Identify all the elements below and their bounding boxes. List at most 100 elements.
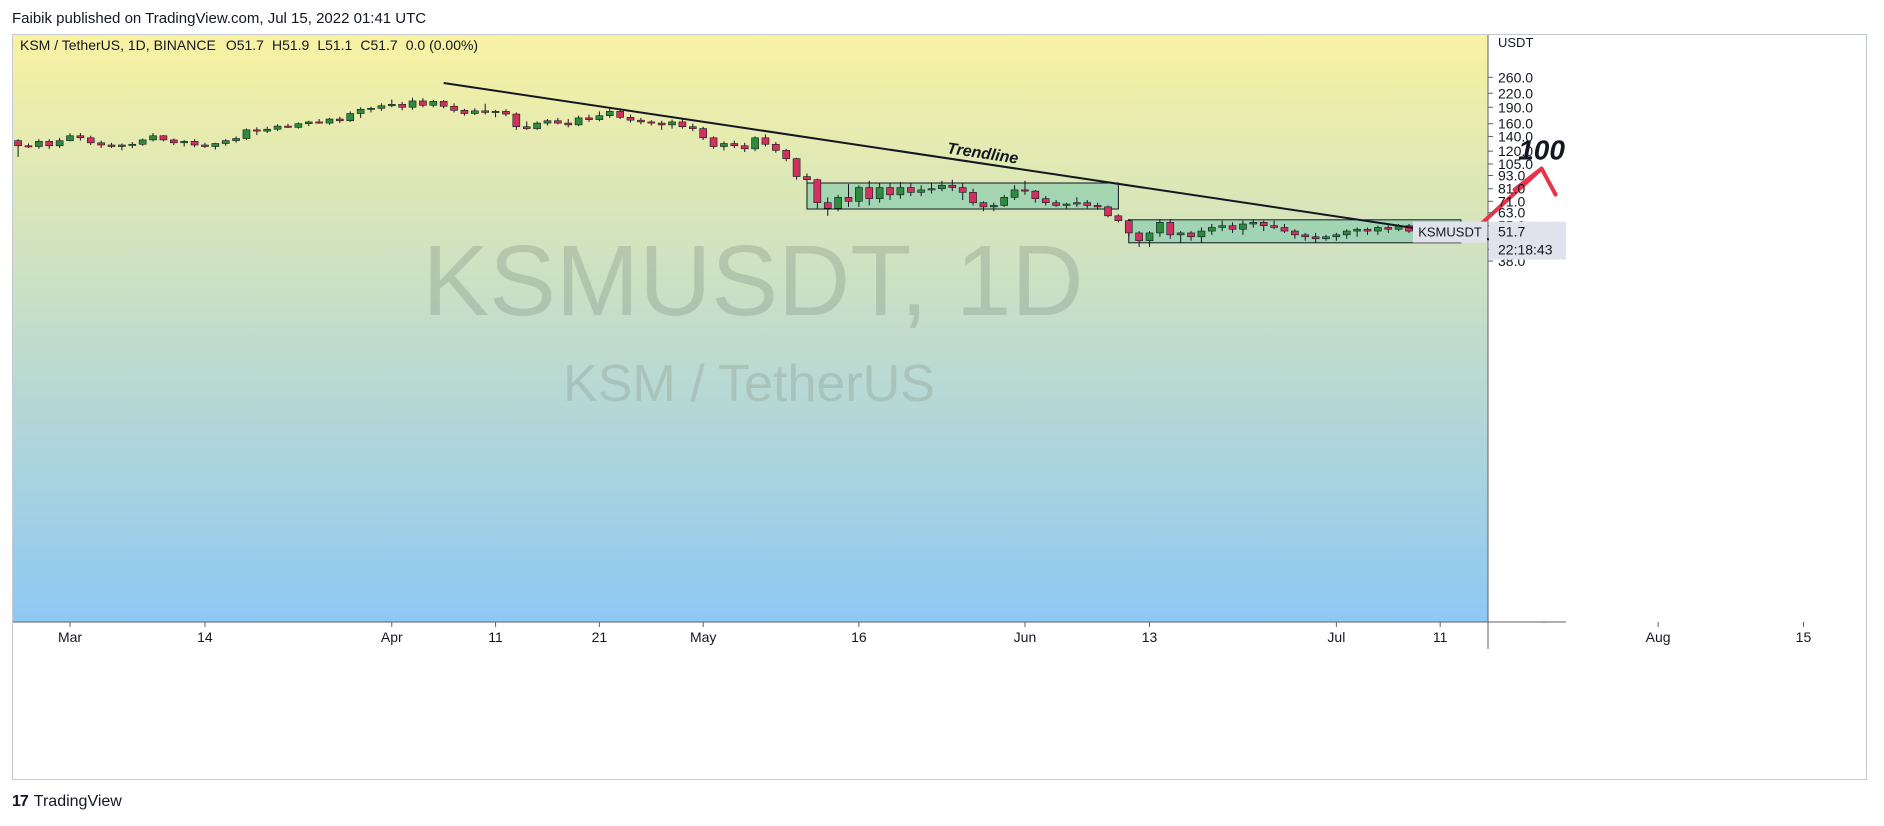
candle[interactable] <box>823 197 832 216</box>
candle[interactable] <box>1363 227 1372 235</box>
candle[interactable] <box>35 139 43 149</box>
candle[interactable] <box>86 135 95 146</box>
candle[interactable] <box>1000 194 1009 207</box>
candle[interactable] <box>180 139 188 147</box>
candle[interactable] <box>917 185 925 197</box>
candle[interactable] <box>481 103 490 115</box>
candle[interactable] <box>242 128 251 140</box>
candle[interactable] <box>626 114 635 123</box>
candle[interactable] <box>554 117 562 125</box>
candle[interactable] <box>1073 197 1081 207</box>
candle[interactable] <box>1031 189 1040 203</box>
candle[interactable] <box>574 115 583 127</box>
candle[interactable] <box>1176 231 1185 243</box>
candle[interactable] <box>803 173 811 186</box>
candle[interactable] <box>1384 223 1393 233</box>
candle[interactable] <box>637 117 645 125</box>
candle[interactable] <box>979 201 988 212</box>
candle[interactable] <box>1083 199 1092 209</box>
candle[interactable] <box>1135 231 1143 248</box>
candle[interactable] <box>1332 232 1341 241</box>
candle[interactable] <box>865 180 874 206</box>
candle[interactable] <box>491 109 500 118</box>
candle[interactable] <box>1218 220 1226 232</box>
candle[interactable] <box>387 99 396 108</box>
candle[interactable] <box>138 138 147 146</box>
candle[interactable] <box>699 126 707 140</box>
candle[interactable] <box>1353 227 1361 237</box>
candle[interactable] <box>325 117 334 125</box>
candle[interactable] <box>190 139 199 148</box>
candle[interactable] <box>1239 220 1247 235</box>
candle[interactable] <box>533 121 541 130</box>
candle[interactable] <box>813 178 822 209</box>
candle[interactable] <box>990 202 998 212</box>
candle[interactable] <box>1228 222 1237 233</box>
candle[interactable] <box>1311 232 1320 243</box>
candle[interactable] <box>896 181 905 199</box>
candle[interactable] <box>605 107 614 118</box>
candle[interactable] <box>118 143 126 151</box>
candle[interactable] <box>657 120 666 130</box>
candle[interactable] <box>1291 229 1299 239</box>
candle[interactable] <box>211 142 220 150</box>
candle[interactable] <box>1208 223 1216 235</box>
price-axis[interactable]: USDT 260.0220.0190.0160.0140.0120.0105.09… <box>1488 35 1533 269</box>
candle[interactable] <box>595 111 604 122</box>
candle[interactable] <box>927 183 936 194</box>
candle[interactable] <box>761 134 770 147</box>
candle[interactable] <box>958 183 967 200</box>
candle[interactable] <box>772 142 780 153</box>
candle[interactable] <box>304 120 313 127</box>
candle[interactable] <box>1270 220 1278 230</box>
candle[interactable] <box>55 137 64 149</box>
candle[interactable] <box>730 140 739 149</box>
candle[interactable] <box>294 122 303 129</box>
time-axis[interactable]: Mar14Apr1121May16Jun13Jul1121Aug15 <box>58 622 1812 649</box>
candle[interactable] <box>1093 202 1102 210</box>
candle[interactable] <box>502 109 510 117</box>
candle[interactable] <box>1342 229 1351 239</box>
candle[interactable] <box>149 133 157 142</box>
candle[interactable] <box>253 127 261 136</box>
candle[interactable] <box>419 98 427 108</box>
candle[interactable] <box>66 133 74 142</box>
candle[interactable] <box>512 112 521 130</box>
candle[interactable] <box>429 100 438 108</box>
candle[interactable] <box>1156 219 1164 237</box>
candle[interactable] <box>14 139 22 157</box>
candle[interactable] <box>938 180 946 192</box>
candle[interactable] <box>284 123 292 128</box>
candle[interactable] <box>834 194 842 212</box>
candlestick-chart[interactable]: KSMUSDT, 1D KSM / TetherUS Trendline 100 … <box>13 35 1866 779</box>
candle[interactable] <box>367 106 375 113</box>
candle[interactable] <box>159 135 168 142</box>
candle[interactable] <box>1021 180 1029 195</box>
candle[interactable] <box>408 97 417 110</box>
candle[interactable] <box>1124 219 1133 237</box>
candle[interactable] <box>201 142 209 149</box>
candle[interactable] <box>720 141 728 151</box>
candle[interactable] <box>97 140 105 149</box>
trendline[interactable] <box>443 81 1493 241</box>
candle[interactable] <box>740 142 749 152</box>
candle[interactable] <box>948 179 957 192</box>
candle[interactable] <box>585 114 593 122</box>
candle[interactable] <box>24 143 33 149</box>
candle[interactable] <box>1062 202 1071 209</box>
candle[interactable] <box>1052 199 1060 207</box>
candle[interactable] <box>906 183 915 197</box>
candle[interactable] <box>886 183 894 200</box>
candle[interactable] <box>76 133 85 141</box>
candle[interactable] <box>221 139 230 146</box>
candle[interactable] <box>751 136 759 152</box>
candle[interactable] <box>128 142 137 149</box>
chart-frame[interactable]: KSMUSDT, 1D KSM / TetherUS Trendline 100 … <box>12 34 1867 780</box>
candle[interactable] <box>398 101 406 111</box>
candle[interactable] <box>439 100 448 109</box>
candle[interactable] <box>107 142 116 149</box>
candle[interactable] <box>1322 234 1330 241</box>
candle[interactable] <box>678 119 687 129</box>
candle[interactable] <box>1301 232 1310 241</box>
candle[interactable] <box>1010 185 1019 200</box>
